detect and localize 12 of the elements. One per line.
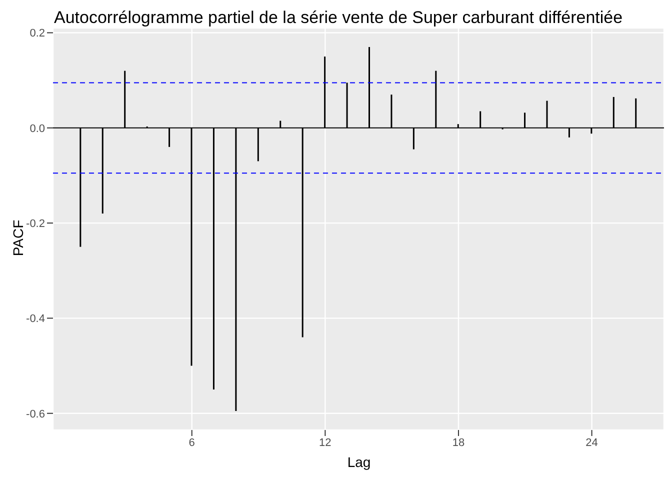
x-tick-label: 12 (319, 436, 332, 449)
y-tick-label: -0.4 (26, 313, 45, 326)
y-tick-label: 0.0 (30, 122, 45, 135)
y-tick-label: -0.2 (26, 218, 45, 230)
y-tick-label: -0.6 (26, 408, 45, 420)
y-tick-label: 0.2 (30, 28, 45, 40)
chart-title: Autocorrélogramme partiel de la série vente de Super carburant différentiée (54, 8, 623, 28)
x-tick-label: 24 (586, 436, 598, 449)
y-axis-title: PACF (10, 220, 26, 256)
x-tick-label: 18 (452, 436, 465, 449)
x-tick-label: 6 (188, 436, 195, 449)
x-axis-title: Lag (346, 454, 372, 470)
